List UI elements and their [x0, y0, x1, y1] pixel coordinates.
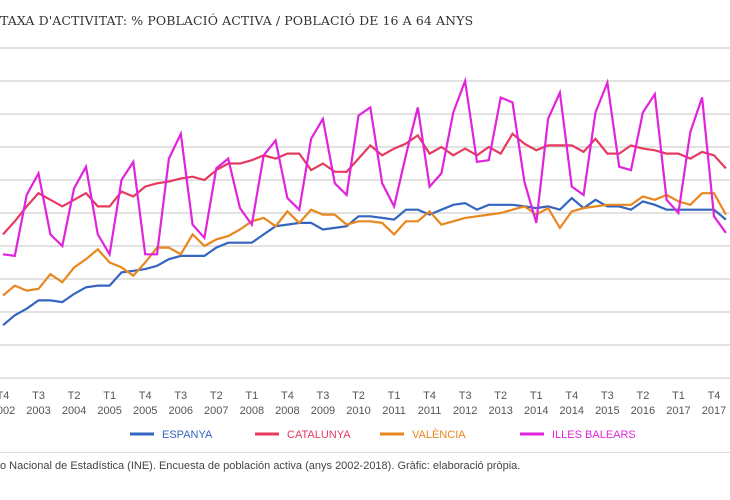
x-tick-label: T4 [565, 390, 578, 402]
x-tick-label: T1 [388, 390, 401, 402]
x-tick-label: 2008 [275, 405, 299, 417]
x-tick-label: 2016 [631, 405, 655, 417]
x-tick-label: T3 [174, 390, 187, 402]
x-tick-label: 2003 [26, 405, 50, 417]
x-tick-label: 2009 [311, 405, 335, 417]
x-tick-label: 2008 [240, 405, 264, 417]
legend-item[interactable]: ILLES BALEARS [520, 429, 636, 441]
x-tick-label: T4 [281, 390, 294, 402]
x-tick-label: T2 [636, 390, 649, 402]
series-lines [2, 76, 727, 327]
x-tick-label: T1 [103, 390, 116, 402]
x-tick-label: T3 [601, 390, 614, 402]
x-tick-label: T1 [672, 390, 685, 402]
x-tick-label: T2 [494, 390, 507, 402]
series-line-espanya [2, 196, 727, 327]
x-tick-label: T4 [139, 390, 152, 402]
gridlines [0, 47, 730, 379]
legend: ESPANYA CATALUNYA VALÈNCIA ILLES BALEARS [130, 428, 636, 441]
x-tick-label: 2012 [453, 405, 477, 417]
x-tick-label: 2014 [524, 405, 548, 417]
x-tick-label: T3 [32, 390, 45, 402]
line-chart: T4 2002 T3 2003 T2 2004 T1 2005 T4 2005 T3 2006 T2 20… [0, 47, 730, 441]
x-tick-label: 2011 [418, 405, 442, 417]
x-tick-label: T4 [423, 390, 436, 402]
x-tick-label: 2010 [346, 405, 370, 417]
x-tick-label: 2013 [488, 405, 512, 417]
x-tick-label: 2005 [133, 405, 157, 417]
x-tick-label: 2006 [169, 405, 193, 417]
x-tick-label: T2 [68, 390, 81, 402]
source-note: o Nacional de Estadística (INE). Encuest… [0, 460, 521, 472]
legend-item[interactable]: CATALUNYA [255, 429, 351, 441]
x-axis-ticks: T4 2002 T3 2003 T2 2004 T1 2005 T4 2005 T3 2006 T2 20… [0, 390, 726, 417]
x-tick-label: T1 [530, 390, 543, 402]
x-tick-label: T4 [0, 390, 9, 402]
legend-label: CATALUNYA [287, 429, 351, 441]
x-tick-label: 2005 [97, 405, 121, 417]
series-line-catalunya [2, 132, 727, 236]
x-tick-label: T3 [459, 390, 472, 402]
x-tick-label: 2002 [0, 405, 15, 417]
x-tick-label: 2017 [702, 405, 726, 417]
chart-title: TAXA D'ACTIVITAT: % POBLACIÓ ACTIVA / PO… [0, 13, 474, 28]
x-tick-label: 2011 [382, 405, 406, 417]
series-line-illes-balears [2, 76, 727, 258]
legend-item[interactable]: VALÈNCIA [380, 428, 466, 441]
x-tick-label: 2017 [666, 405, 690, 417]
x-tick-label: T4 [708, 390, 721, 402]
legend-label: VALÈNCIA [412, 428, 466, 441]
x-tick-label: 2014 [560, 405, 584, 417]
x-tick-label: 2004 [62, 405, 86, 417]
x-tick-label: T2 [210, 390, 223, 402]
x-tick-label: T2 [352, 390, 365, 402]
footer-divider [0, 452, 730, 453]
x-tick-label: T1 [245, 390, 258, 402]
legend-label: ILLES BALEARS [552, 429, 636, 441]
legend-label: ESPANYA [162, 429, 213, 441]
x-tick-label: 2007 [204, 405, 228, 417]
legend-item[interactable]: ESPANYA [130, 429, 213, 441]
x-tick-label: 2015 [595, 405, 619, 417]
series-line-val-ncia [2, 192, 727, 297]
x-tick-label: T3 [317, 390, 330, 402]
